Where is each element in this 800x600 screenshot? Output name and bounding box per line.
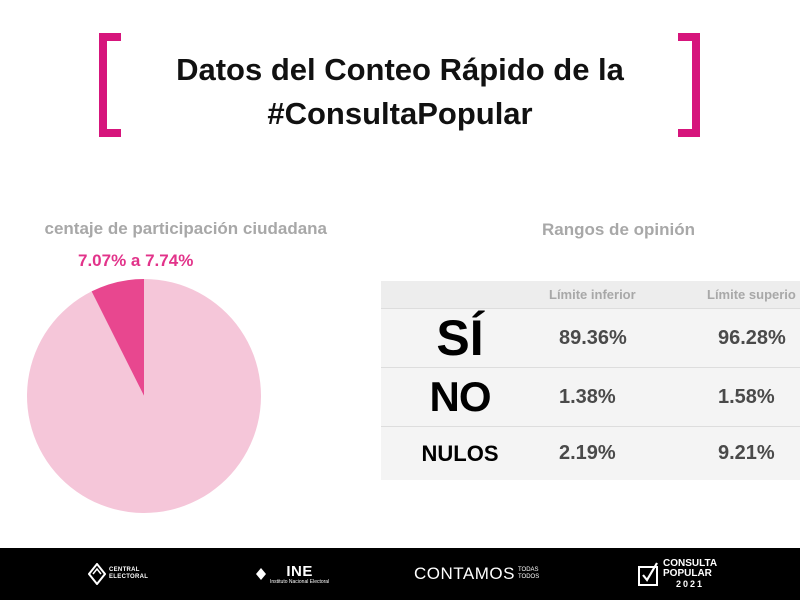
- ine-subtext: Instituto Nacional Electoral: [270, 578, 330, 585]
- ine-logo: INE Instituto Nacional Electoral: [255, 548, 329, 600]
- ine-diamond-icon: [256, 568, 266, 580]
- table-row-si: SÍ 89.36% 96.28%: [381, 309, 800, 368]
- upper-limit-value: 1.58%: [718, 385, 775, 408]
- left-bracket-decoration: [99, 33, 121, 137]
- pie-slice-remainder: [27, 279, 262, 513]
- ine-text: INE: [286, 562, 313, 580]
- lower-limit-value: 1.38%: [559, 385, 616, 408]
- participation-range-label: 7.07% a 7.74%: [78, 251, 194, 270]
- consulta-text-1: CONSULTA: [663, 558, 718, 569]
- contamos-subtext-2: TODOS: [517, 574, 540, 580]
- central-electoral-text-1: CENTRAL: [109, 567, 140, 573]
- consulta-year: 2021: [676, 579, 705, 589]
- upper-limit-value: 96.28%: [718, 326, 786, 349]
- column-header-upper: Límite superio: [707, 287, 796, 302]
- upper-limit-value: 9.21%: [718, 442, 775, 464]
- contamos-logo: CONTAMOS TODAS TODOS: [414, 548, 539, 600]
- contamos-subtext-1: TODAS: [517, 567, 539, 573]
- pie-slice-participation: [91, 279, 144, 396]
- central-electoral-icon: [88, 563, 106, 585]
- page-title: Datos del Conteo Rápido de la #ConsultaP…: [125, 48, 675, 136]
- table-row-nulos: NULOS 2.19% 9.21%: [381, 427, 800, 480]
- column-header-lower: Límite inferior: [549, 287, 636, 302]
- option-label: SÍ: [436, 310, 484, 366]
- central-electoral-text-2: ELECTORAL: [109, 574, 149, 580]
- option-label: NO: [429, 373, 492, 420]
- consulta-text-2: POPULAR: [663, 568, 712, 579]
- central-electoral-logo: CENTRAL ELECTORAL: [88, 548, 148, 600]
- right-bracket-decoration: [678, 33, 700, 137]
- table-header: Límite inferior Límite superio: [381, 281, 800, 309]
- lower-limit-value: 89.36%: [559, 326, 627, 349]
- ballot-check-icon: [638, 562, 658, 586]
- footer-bar: CENTRAL ELECTORAL INE Instituto Nacional…: [0, 548, 800, 600]
- consulta-popular-logo: CONSULTA POPULAR 2021: [637, 548, 717, 600]
- page-title-line-1: Datos del Conteo Rápido de la: [176, 52, 624, 87]
- option-label: NULOS: [421, 440, 499, 466]
- table-row-no: NO 1.38% 1.58%: [381, 368, 800, 427]
- opinion-heading: Rangos de opinión: [542, 220, 695, 239]
- lower-limit-value: 2.19%: [559, 442, 616, 464]
- participation-heading: centaje de participación ciudadana: [44, 219, 327, 238]
- participation-pie-chart: [27, 279, 262, 513]
- contamos-text: CONTAMOS: [414, 564, 515, 583]
- page-title-line-2: #ConsultaPopular: [267, 96, 533, 131]
- opinion-table: Límite inferior Límite superio SÍ 89.36%…: [381, 281, 800, 480]
